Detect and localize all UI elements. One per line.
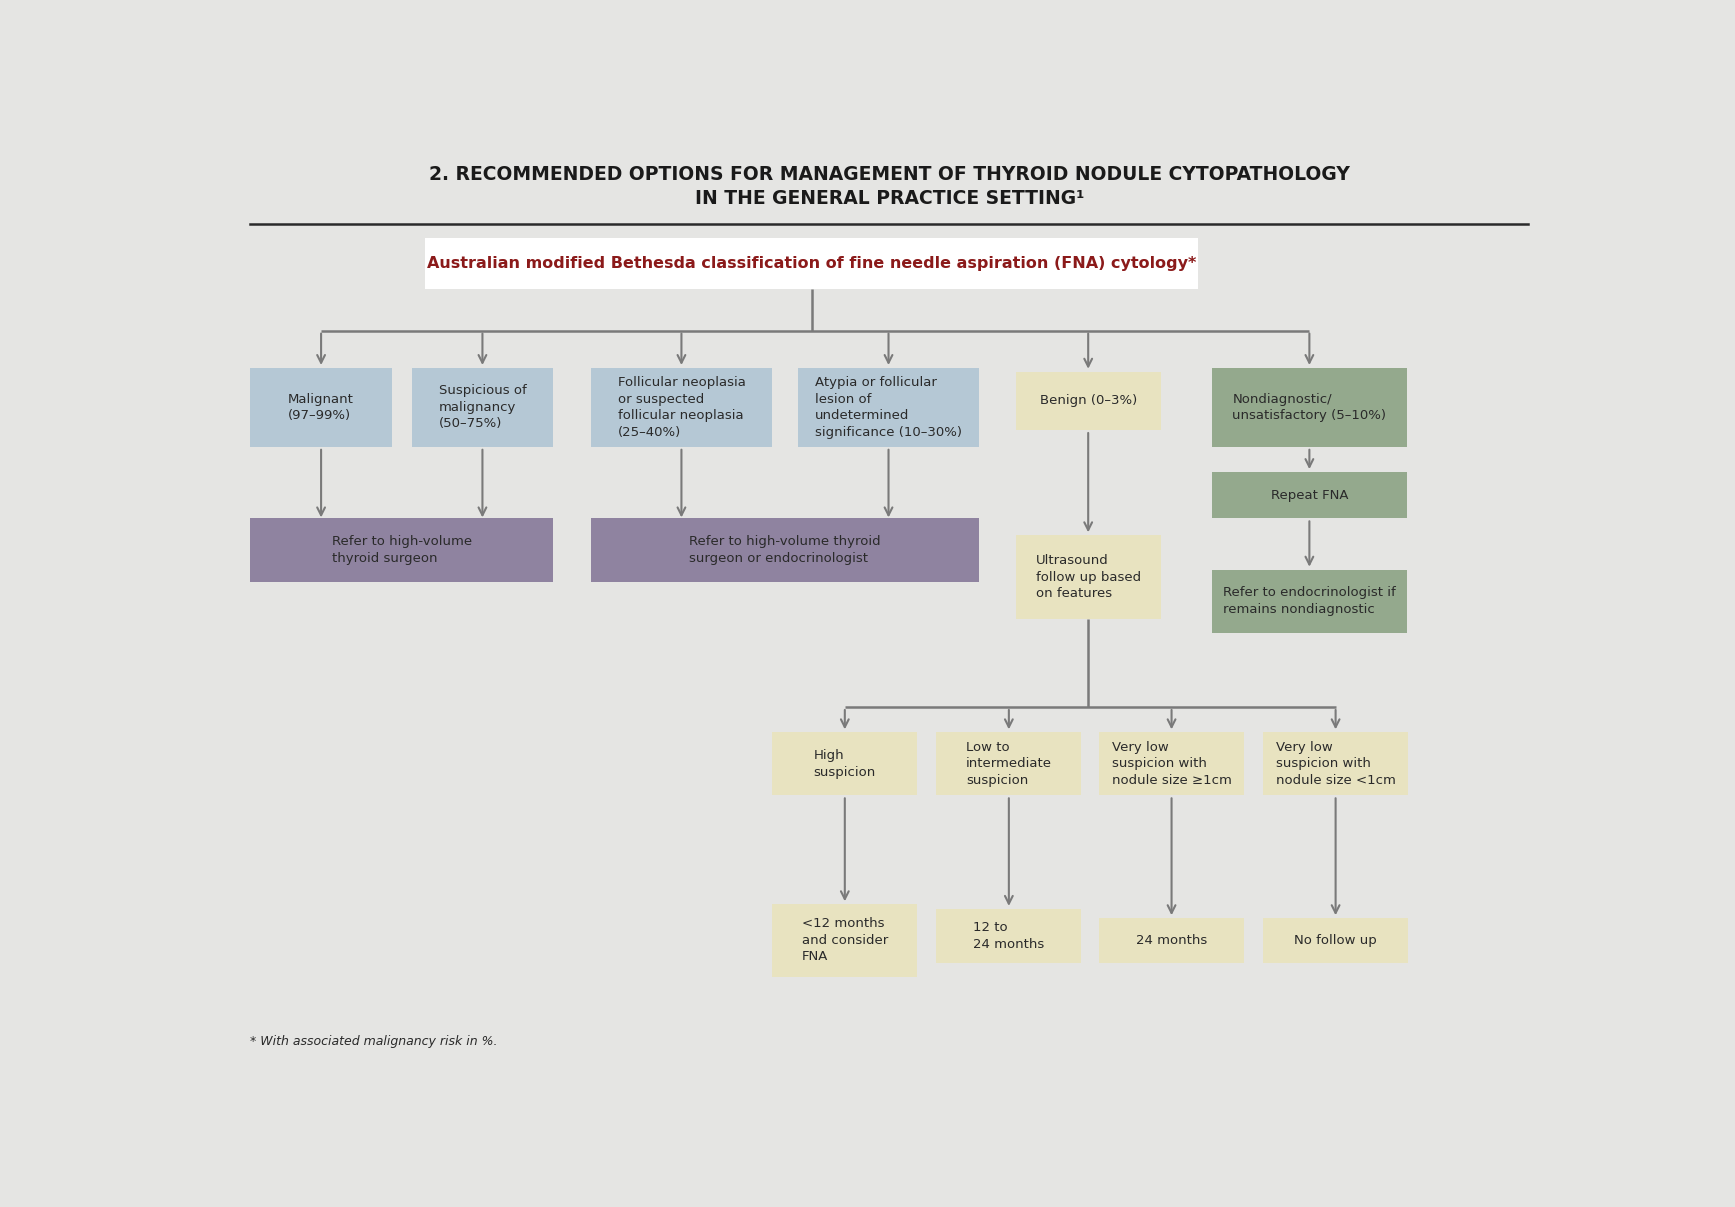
Text: IN THE GENERAL PRACTICE SETTING¹: IN THE GENERAL PRACTICE SETTING¹ — [694, 189, 1084, 209]
Text: Australian modified Bethesda classification of fine needle aspiration (FNA) cyto: Australian modified Bethesda classificat… — [427, 256, 1197, 270]
Text: Refer to endocrinologist if
remains nondiagnostic: Refer to endocrinologist if remains nond… — [1223, 587, 1395, 616]
FancyBboxPatch shape — [1098, 919, 1244, 963]
FancyBboxPatch shape — [937, 909, 1081, 963]
FancyBboxPatch shape — [798, 368, 979, 447]
FancyBboxPatch shape — [411, 368, 553, 447]
FancyBboxPatch shape — [772, 904, 918, 976]
FancyBboxPatch shape — [1263, 919, 1409, 963]
Text: Benign (0–3%): Benign (0–3%) — [1039, 395, 1136, 408]
FancyBboxPatch shape — [1211, 368, 1407, 447]
FancyBboxPatch shape — [1015, 372, 1161, 430]
FancyBboxPatch shape — [1211, 570, 1407, 632]
Text: Repeat FNA: Repeat FNA — [1270, 489, 1348, 502]
Text: Very low
suspicion with
nodule size ≥1cm: Very low suspicion with nodule size ≥1cm — [1112, 741, 1232, 787]
FancyBboxPatch shape — [1098, 733, 1244, 795]
Text: Nondiagnostic/
unsatisfactory (5–10%): Nondiagnostic/ unsatisfactory (5–10%) — [1232, 392, 1386, 422]
Text: Malignant
(97–99%): Malignant (97–99%) — [288, 392, 354, 422]
FancyBboxPatch shape — [590, 368, 772, 447]
Text: 24 months: 24 months — [1136, 934, 1208, 947]
Text: <12 months
and consider
FNA: <12 months and consider FNA — [802, 917, 888, 963]
FancyBboxPatch shape — [1015, 535, 1161, 619]
Text: * With associated malignancy risk in %.: * With associated malignancy risk in %. — [250, 1036, 498, 1048]
Text: 12 to
24 months: 12 to 24 months — [973, 921, 1044, 950]
FancyBboxPatch shape — [250, 368, 392, 447]
Text: Ultrasound
follow up based
on features: Ultrasound follow up based on features — [1036, 554, 1140, 600]
Text: 2. RECOMMENDED OPTIONS FOR MANAGEMENT OF THYROID NODULE CYTOPATHOLOGY: 2. RECOMMENDED OPTIONS FOR MANAGEMENT OF… — [429, 165, 1350, 185]
Text: Very low
suspicion with
nodule size <1cm: Very low suspicion with nodule size <1cm — [1275, 741, 1395, 787]
FancyBboxPatch shape — [1211, 472, 1407, 519]
Text: Refer to high-volume thyroid
surgeon or endocrinologist: Refer to high-volume thyroid surgeon or … — [689, 535, 881, 565]
Text: No follow up: No follow up — [1294, 934, 1378, 947]
FancyBboxPatch shape — [937, 733, 1081, 795]
Text: Low to
intermediate
suspicion: Low to intermediate suspicion — [966, 741, 1051, 787]
Text: Atypia or follicular
lesion of
undetermined
significance (10–30%): Atypia or follicular lesion of undetermi… — [815, 377, 961, 438]
FancyBboxPatch shape — [250, 519, 553, 582]
FancyBboxPatch shape — [590, 519, 979, 582]
Text: Refer to high-volume
thyroid surgeon: Refer to high-volume thyroid surgeon — [331, 535, 472, 565]
FancyBboxPatch shape — [772, 733, 918, 795]
Text: Follicular neoplasia
or suspected
follicular neoplasia
(25–40%): Follicular neoplasia or suspected follic… — [618, 377, 746, 438]
Text: High
suspicion: High suspicion — [814, 750, 876, 779]
FancyBboxPatch shape — [425, 238, 1199, 288]
FancyBboxPatch shape — [1263, 733, 1409, 795]
Text: Suspicious of
malignancy
(50–75%): Suspicious of malignancy (50–75%) — [439, 384, 526, 431]
